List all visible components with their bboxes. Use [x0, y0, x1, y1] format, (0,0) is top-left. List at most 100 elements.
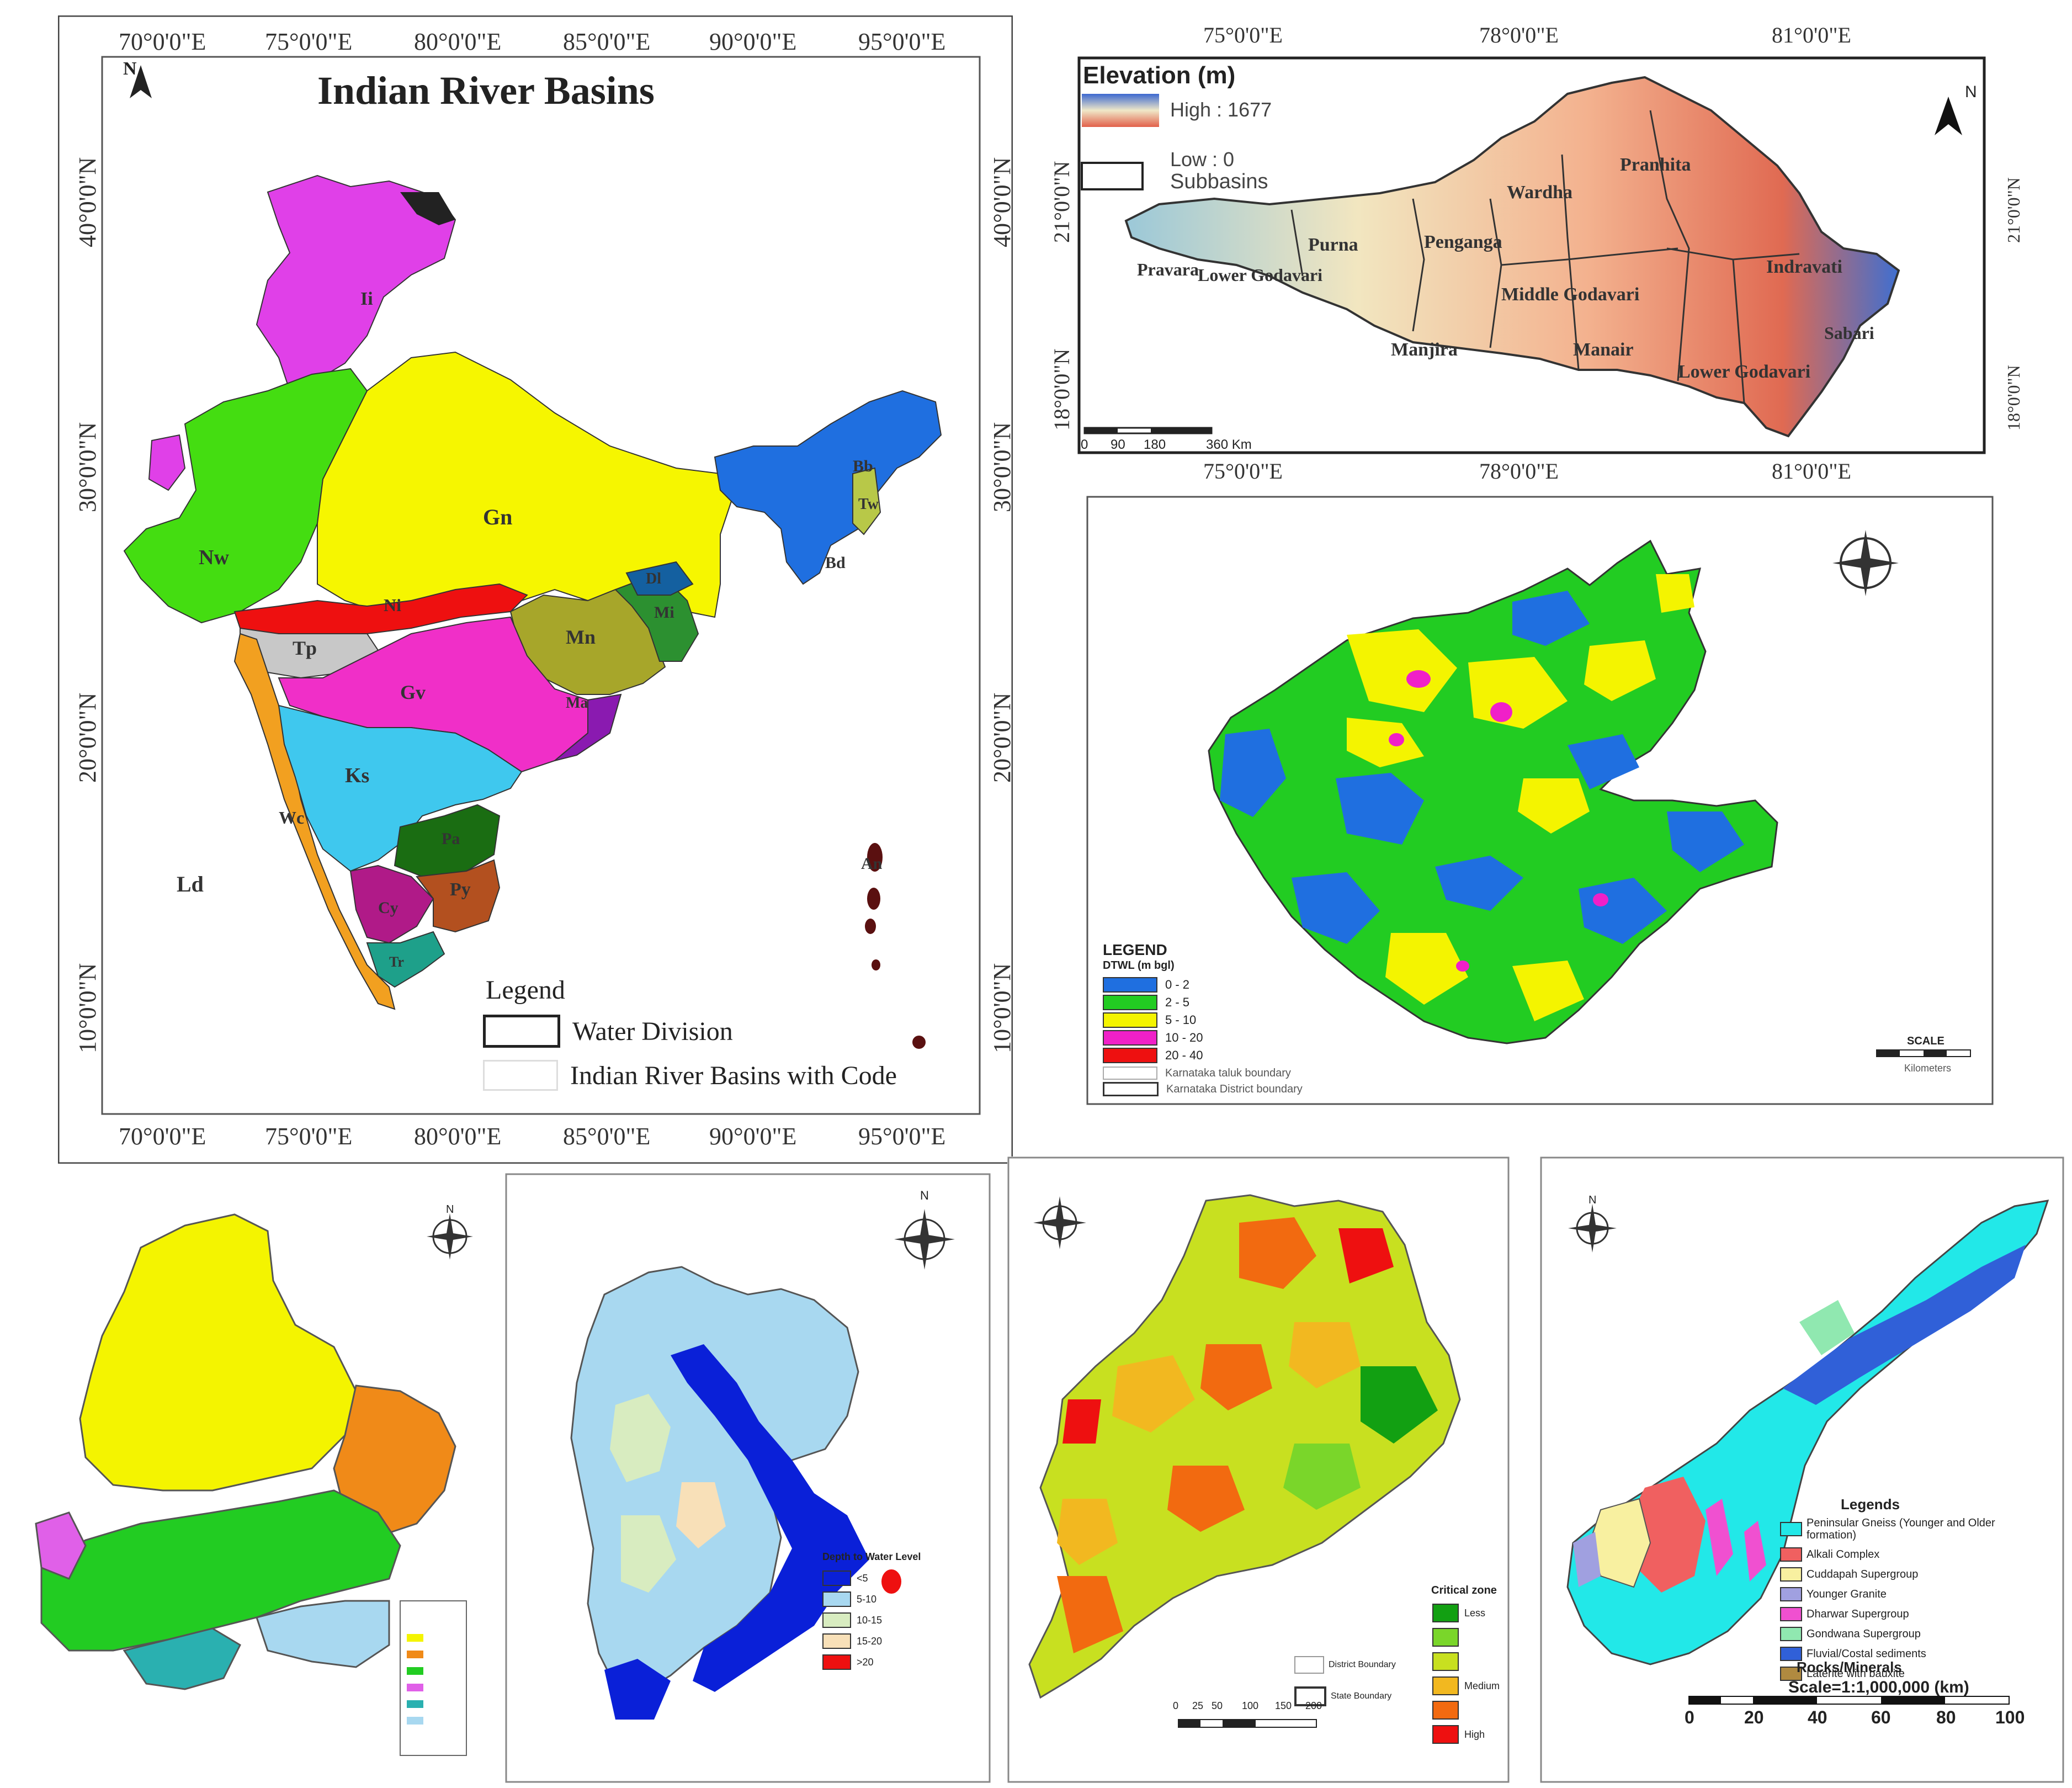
lon-tick-bottom-2: 75°0'0"E — [265, 1123, 353, 1150]
geology-swatch-3 — [1780, 1567, 1802, 1582]
state-d-lightblue — [256, 1600, 390, 1668]
dtwl-item-2: 2 - 5 — [1103, 995, 1189, 1010]
depth-item-3: 10-15 — [822, 1612, 882, 1628]
dtwl-swatch-4 — [1103, 1030, 1157, 1046]
critical-item-4: Medium — [1432, 1676, 1500, 1695]
geology-item-4: Younger Granite — [1780, 1587, 1887, 1601]
lon-tick-top-3: 80°0'0"E — [414, 28, 502, 55]
critical-swatch-4 — [1432, 1676, 1459, 1695]
subbasin-lower-godavari: Lower Godavari — [1678, 362, 1811, 382]
subbasin-manair: Manair — [1573, 339, 1634, 360]
dtwl-label-5: 20 - 40 — [1165, 1048, 1203, 1062]
geology-label-7: Fluvial/Costal sediments — [1807, 1647, 1926, 1660]
basin-nw — [123, 368, 368, 624]
dtwl-item-4: 10 - 20 — [1103, 1030, 1203, 1046]
critical-swatch-5 — [1432, 1701, 1459, 1720]
compass-rose-f — [1033, 1196, 1086, 1249]
geology-legend-title: Legends — [1841, 1496, 1900, 1513]
lat-tick-right-2: 30°0'0"N — [989, 422, 1013, 512]
critical-label-4: Medium — [1464, 1680, 1500, 1691]
critical-boundary-district-label: District Boundary — [1329, 1660, 1396, 1669]
critical-scale-0: 0 — [1173, 1700, 1179, 1711]
critical-swatch-1 — [1432, 1604, 1459, 1622]
critical-swatch-3 — [1432, 1652, 1459, 1671]
geology-item-6: Gondwana Supergroup — [1780, 1627, 1921, 1641]
dtwl-item-1: 0 - 2 — [1103, 977, 1189, 993]
state-d-yellow — [79, 1213, 357, 1492]
basin-pa — [394, 804, 501, 878]
critical-item-3 — [1432, 1652, 1459, 1671]
basin-code-tr: Tr — [389, 954, 404, 970]
legend-swatch-water-division — [483, 1015, 560, 1048]
critical-label-1: Less — [1464, 1607, 1486, 1619]
karnataka-dtwl-map — [1086, 496, 1994, 1105]
depth-swatch-4 — [822, 1633, 851, 1649]
dtwl-label-1: 0 - 2 — [1165, 978, 1190, 991]
critical-item-5 — [1432, 1701, 1459, 1720]
depth-swatch-1 — [822, 1571, 851, 1586]
subbasin-indravati: Indravati — [1766, 257, 1842, 277]
lat-right-1: 21°0'0"N — [2004, 177, 2023, 243]
depth-swatch-5 — [822, 1654, 851, 1670]
legend-title: Legend — [486, 975, 565, 1005]
subbasin-penganga: Penganga — [1424, 232, 1502, 252]
basin-code-gn: Gn — [483, 505, 513, 529]
basin-code-wc: Wc — [279, 808, 305, 827]
depth-label-4: 15-20 — [857, 1635, 883, 1647]
panel-india-river-basins: Indian River Basins N 70°0'0"E 75°0'0"E … — [58, 15, 1013, 1164]
geology-item-5: Dharwar Supergroup — [1780, 1607, 1909, 1621]
lon-tick-bottom-3: 80°0'0"E — [414, 1123, 502, 1150]
lat-tick-right-1: 40°0'0"N — [989, 157, 1013, 247]
basin-code-tp: Tp — [293, 637, 317, 659]
critical-legend-title: Critical zone — [1431, 1584, 1497, 1596]
critical-swatch-2 — [1432, 1628, 1459, 1647]
depth-swatch-2 — [822, 1591, 851, 1607]
state-d-orange — [333, 1384, 456, 1536]
geology-swatch-1 — [1780, 1522, 1802, 1536]
critical-boundary-state: State Boundary — [1294, 1686, 1391, 1706]
dtwl-legend-title: LEGEND — [1103, 941, 1167, 958]
subbasin-purna: Purna — [1308, 235, 1358, 255]
geology-item-2: Alkali Complex — [1780, 1547, 1879, 1562]
panel-karnataka-dtwl: LEGEND DTWL (m bgl) 0 - 2 2 - 5 5 - 10 1… — [1038, 491, 2009, 1110]
geology-label-3: Cuddapah Supergroup — [1807, 1568, 1919, 1580]
critical-zone-map — [1007, 1156, 1510, 1783]
basin-code-cy: Cy — [378, 899, 399, 917]
dtwl-swatch-5 — [1103, 1048, 1157, 1063]
critical-scale-150: 150 — [1275, 1700, 1292, 1711]
basin-code-an: An — [861, 855, 883, 873]
india-basin-map — [58, 15, 1013, 1164]
geology-swatch-8 — [1780, 1667, 1802, 1681]
critical-scale-200: 200 — [1305, 1700, 1322, 1711]
subbasins-label: Subbasins — [1170, 170, 1268, 193]
dtwl-label-4: 10 - 20 — [1165, 1031, 1203, 1044]
depth-legend-title: Depth to Water Level — [822, 1551, 921, 1562]
lon-bottom-1: 75°0'0"E — [1203, 459, 1283, 484]
legend-label-basins: Indian River Basins with Code — [570, 1060, 897, 1090]
basin-code-pa: Pa — [442, 830, 460, 848]
dtwl-boundary-taluk-swatch — [1103, 1067, 1157, 1080]
depth-item-2: 5-10 — [822, 1591, 876, 1607]
north-arrow-label: N — [1965, 83, 1977, 101]
dtwl-item-5: 20 - 40 — [1103, 1048, 1203, 1063]
basin-code-py: Py — [450, 879, 471, 900]
lon-bottom-3: 81°0'0"E — [1772, 459, 1851, 484]
lon-tick-bottom-1: 70°0'0"E — [119, 1123, 206, 1150]
basin-code-ni: Ni — [384, 595, 401, 615]
basin-code-ks: Ks — [345, 764, 370, 787]
dtwl-boundary-taluk-label: Karnataka taluk boundary — [1165, 1067, 1291, 1079]
critical-item-2 — [1432, 1628, 1459, 1647]
depth-label-1: <5 — [857, 1572, 868, 1584]
depth-label-5: >20 — [857, 1656, 874, 1668]
lon-tick-top-2: 75°0'0"E — [265, 28, 353, 55]
lat-right-2: 18°0'0"N — [2004, 365, 2023, 431]
dtwl-km-label: Kilometers — [1904, 1063, 1952, 1074]
geology-map — [1540, 1156, 2064, 1783]
geology-item-1: Peninsular Gneiss (Younger and Older for… — [1780, 1517, 2038, 1541]
geology-label-8: Laterite with bauxite — [1807, 1667, 1905, 1680]
state-d-green — [40, 1489, 401, 1652]
dtwl-boundary-district: Karnataka District boundary — [1103, 1082, 1303, 1096]
dtwl-label-3: 5 - 10 — [1165, 1013, 1197, 1027]
depth-water-map — [505, 1173, 991, 1783]
subbasin-pranhita: Pranhita — [1620, 155, 1691, 175]
